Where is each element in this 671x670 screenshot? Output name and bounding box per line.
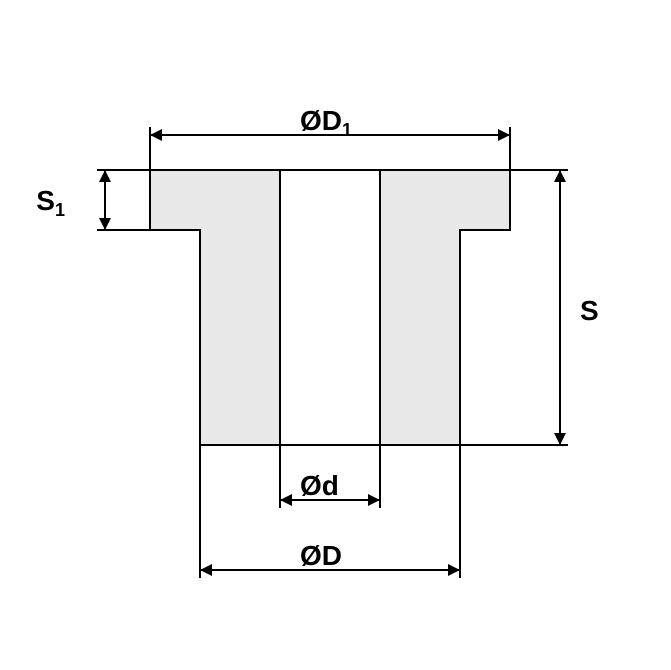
label-D1: ØD1 (300, 105, 352, 140)
label-S1: S1 (36, 185, 65, 220)
bushing-cross-section-diagram: ØD1 S1 S Ød ØD (0, 0, 671, 670)
label-d: Ød (300, 470, 339, 501)
section-right (380, 170, 510, 445)
label-D: ØD (300, 540, 342, 571)
section-left (150, 170, 280, 445)
label-S: S (580, 295, 599, 326)
